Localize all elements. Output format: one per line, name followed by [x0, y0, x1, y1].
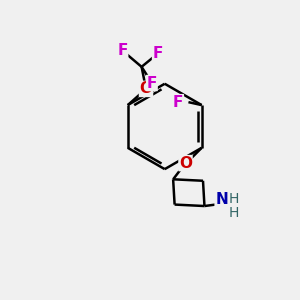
- Text: F: F: [147, 76, 157, 91]
- Text: F: F: [117, 43, 128, 58]
- Text: O: O: [140, 81, 152, 96]
- Text: H: H: [229, 206, 239, 220]
- Text: F: F: [153, 46, 163, 61]
- Text: N: N: [215, 192, 228, 207]
- Text: O: O: [179, 156, 192, 171]
- Text: F: F: [173, 95, 183, 110]
- Text: H: H: [229, 192, 239, 206]
